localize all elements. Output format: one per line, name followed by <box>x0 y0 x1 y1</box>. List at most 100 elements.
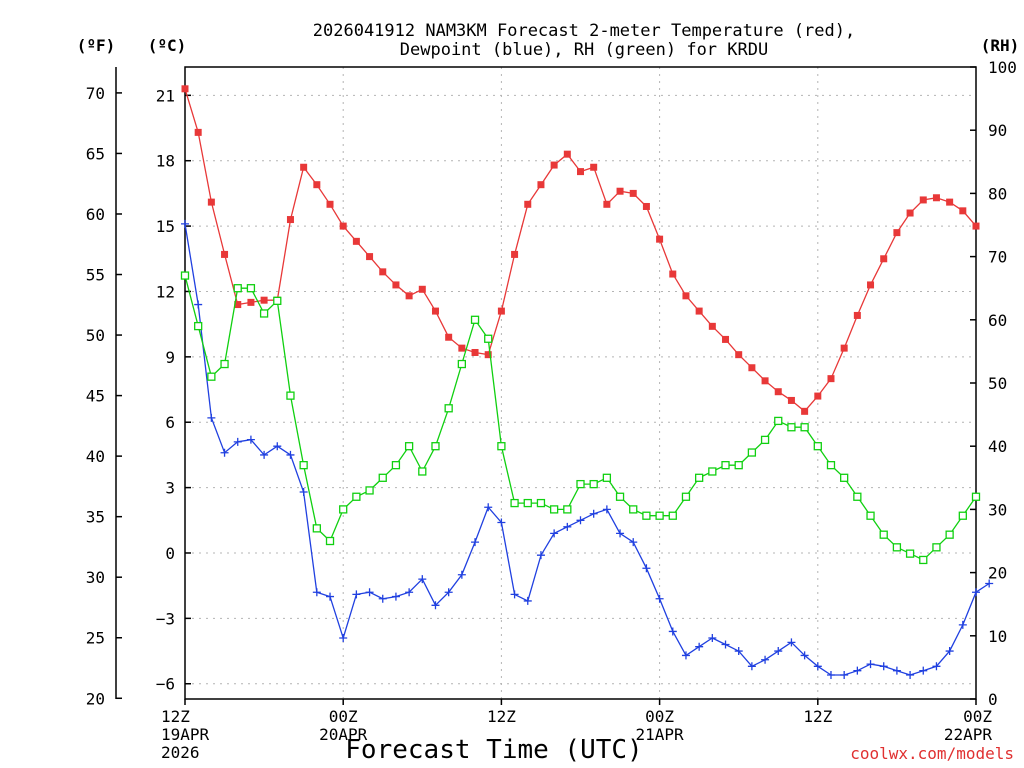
series-0-point-11 <box>326 200 334 208</box>
credit-label: coolwx.com/models <box>850 744 1014 763</box>
series-0-point-50 <box>840 344 848 352</box>
x-tick-label-1-0: 00Z <box>329 707 358 726</box>
series-1-point-37 <box>668 627 677 636</box>
series-0-point-41 <box>722 335 730 343</box>
fahrenheit-tick-label-2: 30 <box>86 568 105 587</box>
fahrenheit-tick-label-8: 60 <box>86 205 105 224</box>
series-2-point-47 <box>800 423 809 432</box>
x-tick-label-5-1: 22APR <box>944 725 993 744</box>
series-0-point-40 <box>708 322 716 330</box>
series-2-point-28 <box>549 505 559 514</box>
series-0-point-13 <box>352 237 360 245</box>
series-2-point-12 <box>339 505 348 514</box>
series-0-point-6 <box>260 296 268 304</box>
series-0-point-18 <box>418 285 426 293</box>
series-1-point-20 <box>444 588 453 597</box>
series-0-point-53 <box>880 255 888 263</box>
series-1-point-39 <box>695 642 704 651</box>
series-1-point-7 <box>273 442 282 451</box>
fahrenheit-tick-label-7: 55 <box>86 266 105 285</box>
series-0-point-14 <box>366 253 374 261</box>
series-2-point-43 <box>747 448 757 457</box>
celsius-tick-label-4: 6 <box>165 413 175 432</box>
series-0-point-27 <box>537 181 545 189</box>
series-0-point-21 <box>458 344 466 352</box>
series-1-point-14 <box>365 588 374 597</box>
series-2-point-38 <box>681 492 691 501</box>
series-0-point-34 <box>629 189 637 197</box>
series-0-point-24 <box>497 307 505 315</box>
series-1-point-29 <box>563 522 572 531</box>
fahrenheit-tick-label-0: 20 <box>86 689 105 708</box>
series-2-point-21 <box>457 359 467 369</box>
series-0-point-59 <box>959 207 967 215</box>
series-0-line <box>184 88 977 413</box>
x-tick-label-0-0: 12Z <box>161 707 190 726</box>
plot-frame <box>184 66 977 700</box>
series-1-point-18 <box>418 575 427 584</box>
series-2-point-39 <box>695 473 704 482</box>
series-1-point-0 <box>181 219 189 228</box>
series-2-point-20 <box>444 404 453 413</box>
series-1-point-11 <box>326 592 335 601</box>
series-1-point-49 <box>826 671 835 680</box>
series-2-point-26 <box>523 498 532 508</box>
series-0-point-25 <box>511 250 519 258</box>
fahrenheit-axis: 20 25 30 35 40 45 50 55 60 65 70 <box>86 84 122 708</box>
series-2-point-36 <box>655 511 664 520</box>
series-2-point-42 <box>734 461 743 470</box>
series-0-point-60 <box>972 222 980 230</box>
series-1-point-42 <box>734 647 743 656</box>
series-1-point-30 <box>576 516 585 525</box>
series-2-point-45 <box>774 416 783 426</box>
rh-tick-label-8: 80 <box>988 184 1007 203</box>
series-1-point-52 <box>866 660 875 669</box>
series-0-point-30 <box>577 168 584 176</box>
series-2-point-13 <box>352 492 361 501</box>
series-2-point-31 <box>589 479 598 489</box>
series-0-point-23 <box>484 351 492 359</box>
series-1-point-46 <box>787 638 796 647</box>
series-0-point-46 <box>787 396 795 404</box>
series-2-point-6 <box>259 309 269 318</box>
series-2-point-50 <box>840 473 849 482</box>
series-1-point-32 <box>602 505 611 514</box>
series-2-point-52 <box>866 511 875 520</box>
x-axis-label: Forecast Time (UTC) <box>345 735 642 765</box>
series-0-point-16 <box>392 281 400 289</box>
x-tick-label-2-0: 12Z <box>487 707 516 726</box>
x-tick-label-3-0: 00Z <box>645 707 674 726</box>
series-0-point-43 <box>748 364 756 372</box>
series-1-point-8 <box>286 450 295 459</box>
chart-title-line-2: Dewpoint (blue), RH (green) for KRDU <box>400 40 768 60</box>
series-0-point-3 <box>221 250 229 258</box>
series-2-point-49 <box>826 461 836 470</box>
series-0-point-54 <box>893 229 901 237</box>
series-2-point-30 <box>576 479 585 489</box>
fahrenheit-tick-label-9: 65 <box>86 144 105 163</box>
series-1-point-58 <box>945 647 954 656</box>
series-1-point-17 <box>405 588 414 597</box>
series-1-point-10 <box>312 588 321 597</box>
series-1-point-6 <box>260 450 269 459</box>
series-1-point-27 <box>536 551 545 560</box>
series-2-point-22 <box>470 315 480 324</box>
series-2-point-1 <box>194 321 203 331</box>
rh-tick-label-4: 40 <box>988 437 1007 456</box>
series-1-point-16 <box>391 592 400 601</box>
series-0 <box>181 85 980 415</box>
series-1-point-15 <box>378 594 387 603</box>
series-1-point-48 <box>813 662 822 671</box>
celsius-tick-label-0: −6 <box>156 675 175 694</box>
chart-title-line-1: 2026041912 NAM3KM Forecast 2-meter Tempe… <box>313 21 855 41</box>
series-0-point-33 <box>616 187 624 195</box>
series-0-point-26 <box>524 200 532 208</box>
series-0-point-56 <box>919 196 927 204</box>
series-1-point-1 <box>194 300 203 309</box>
series-2-point-48 <box>813 442 822 451</box>
series-0-point-20 <box>445 333 453 341</box>
series-2-point-15 <box>378 473 387 482</box>
series-2-point-2 <box>207 372 216 381</box>
celsius-tick-label-9: 21 <box>156 86 175 105</box>
